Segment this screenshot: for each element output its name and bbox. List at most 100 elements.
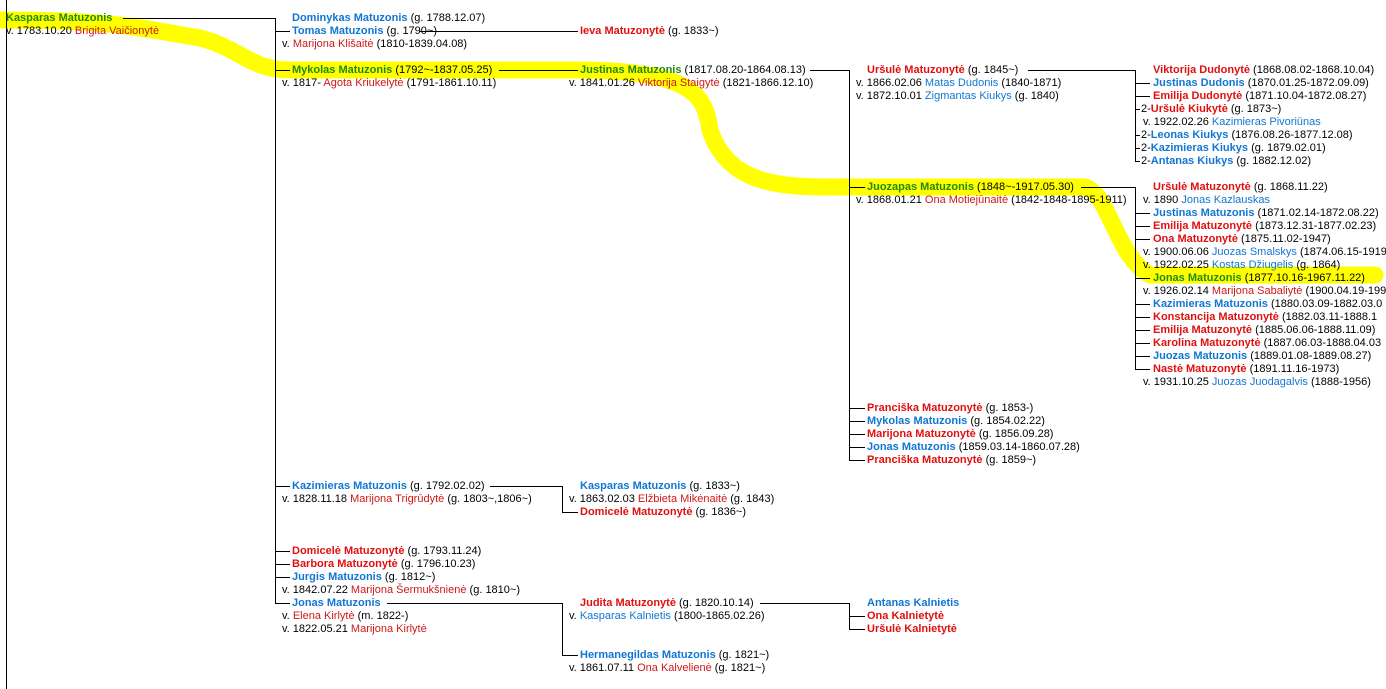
person-row[interactable]: Judita Matuzonytė (g. 1820.10.14) — [580, 597, 754, 610]
person-row[interactable]: Tomas Matuzonis (g. 1790~) — [292, 25, 437, 38]
person-name[interactable]: Hermanegildas Matuzonis — [580, 649, 716, 661]
person-name[interactable]: Juozapas Matuzonis — [867, 181, 974, 193]
person-name[interactable]: Antanas Kiukys — [1150, 155, 1234, 167]
person-name[interactable]: Justinas Matuzonis — [580, 64, 682, 76]
spouse-name[interactable]: Ona Kalvelienė — [637, 662, 712, 674]
spouse-name[interactable]: Matas Dudonis — [924, 77, 999, 89]
person-row[interactable]: Ieva Matuzonytė (g. 1833~) — [580, 25, 718, 38]
person-row[interactable]: Jonas Matuzonis (1877.10.16-1967.11.22) — [1153, 272, 1365, 285]
person-row[interactable]: Justinas Matuzonis (1817.08.20-1864.08.1… — [580, 64, 806, 77]
person-row[interactable]: Justinas Dudonis (1870.01.25-1872.09.09) — [1153, 77, 1369, 90]
spouse-name[interactable]: Elena Kirlytė — [292, 610, 355, 622]
person-name[interactable]: Uršulė Kalnietytė — [867, 623, 957, 635]
person-name[interactable]: Jonas Matuzonis — [292, 597, 381, 609]
person-row[interactable]: Pranciška Matuzonytė (g. 1859~) — [867, 454, 1036, 467]
person-row[interactable]: Konstancija Matuzonytė (1882.03.11-1888.… — [1153, 311, 1377, 324]
person-row[interactable]: Kasparas Matuzonis — [6, 12, 112, 25]
person-name[interactable]: Uršulė Kiukytė — [1150, 103, 1228, 115]
person-name[interactable]: Uršulė Matuzonytė — [867, 64, 965, 76]
person-name[interactable]: Kazimieras Kiukys — [1150, 142, 1248, 154]
person-row[interactable]: Domicelė Matuzonytė (g. 1793.11.24) — [292, 545, 481, 558]
person-name[interactable]: Uršulė Matuzonytė — [1153, 181, 1251, 193]
person-name[interactable]: Emilija Matuzonytė — [1153, 220, 1253, 232]
person-row[interactable]: Barbora Matuzonytė (g. 1796.10.23) — [292, 558, 475, 571]
person-row[interactable]: Emilija Matuzonytė (1885.06.06-1888.11.0… — [1153, 324, 1375, 337]
spouse-name[interactable]: Agota Kriukelytė — [323, 77, 404, 89]
person-name[interactable]: Tomas Matuzonis — [292, 25, 384, 37]
person-name[interactable]: Kasparas Matuzonis — [580, 480, 687, 492]
spouse-name[interactable]: Marijona Trigrūdytė — [350, 493, 445, 505]
person-name[interactable]: Kazimieras Matuzonis — [1153, 298, 1268, 310]
spouse-name[interactable]: Marijona Kirlytė — [350, 623, 427, 635]
person-row[interactable]: Kazimieras Matuzonis (1880.03.09-1882.03… — [1153, 298, 1382, 311]
person-name[interactable]: Justinas Dudonis — [1153, 77, 1245, 89]
spouse-name[interactable]: Kasparas Kalnietis — [579, 610, 671, 622]
person-row[interactable]: Marijona Matuzonytė (g. 1856.09.28) — [867, 428, 1053, 441]
person-row[interactable]: Dominykas Matuzonis (g. 1788.12.07) — [292, 12, 485, 25]
person-name[interactable]: Emilija Dudonytė — [1153, 90, 1243, 102]
person-row[interactable]: Ona Kalnietytė — [867, 610, 944, 623]
person-row[interactable]: 2-Uršulė Kiukytė (g. 1873~) — [1141, 103, 1281, 116]
person-name[interactable]: Juozas Matuzonis — [1153, 350, 1248, 362]
person-name[interactable]: Justinas Matuzonis — [1153, 207, 1255, 219]
person-row[interactable]: Jurgis Matuzonis (g. 1812~) — [292, 571, 435, 584]
person-row[interactable]: Justinas Matuzonis (1871.02.14-1872.08.2… — [1153, 207, 1379, 220]
person-row[interactable]: Uršulė Matuzonytė (g. 1845~) — [867, 64, 1018, 77]
person-row[interactable]: Mykolas Matuzonis (g. 1854.02.22) — [867, 415, 1045, 428]
spouse-name[interactable]: Juozas Smalskys — [1211, 246, 1297, 258]
person-name[interactable]: Jurgis Matuzonis — [292, 571, 382, 583]
person-name[interactable]: Leonas Kiukys — [1150, 129, 1229, 141]
person-name[interactable]: Judita Matuzonytė — [580, 597, 676, 609]
person-row[interactable]: Hermanegildas Matuzonis (g. 1821~) — [580, 649, 769, 662]
person-row[interactable]: Antanas Kalnietis — [867, 597, 959, 610]
person-name[interactable]: Nastė Matuzonytė — [1153, 363, 1247, 375]
person-row[interactable]: 2-Kazimieras Kiukys (g. 1879.02.01) — [1141, 142, 1326, 155]
person-row[interactable]: Nastė Matuzonytė (1891.11.16-1973) — [1153, 363, 1339, 376]
person-name[interactable]: Dominykas Matuzonis — [292, 12, 408, 24]
spouse-name[interactable]: Elžbieta Mikėnaitė — [637, 493, 728, 505]
person-row[interactable]: Domicelė Matuzonytė (g. 1836~) — [580, 506, 746, 519]
person-name[interactable]: Mykolas Matuzonis — [867, 415, 968, 427]
spouse-name[interactable]: Marijona Šermukšnienė — [350, 584, 467, 596]
person-name[interactable]: Jonas Matuzonis — [867, 441, 956, 453]
spouse-name[interactable]: Viktorija Staigytė — [637, 77, 720, 89]
person-name[interactable]: Kasparas Matuzonis — [6, 12, 113, 24]
spouse-name[interactable]: Juozas Juodagalvis — [1211, 376, 1308, 388]
spouse-name[interactable]: Brigita Vaičionytė — [74, 25, 160, 37]
person-name[interactable]: Ieva Matuzonytė — [580, 25, 665, 37]
person-row[interactable]: Karolina Matuzonytė (1887.06.03-1888.04.… — [1153, 337, 1381, 350]
person-row[interactable]: Jonas Matuzonis — [292, 597, 381, 610]
person-row[interactable]: Juozapas Matuzonis (1848~-1917.05.30) — [867, 181, 1074, 194]
spouse-name[interactable]: Ona Motiejūnaitė — [924, 194, 1009, 206]
person-row[interactable]: Viktorija Dudonytė (1868.08.02-1868.10.0… — [1153, 64, 1374, 77]
person-row[interactable]: Uršulė Matuzonytė (g. 1868.11.22) — [1153, 181, 1328, 194]
person-row[interactable]: Ona Matuzonytė (1875.11.02-1947) — [1153, 233, 1331, 246]
spouse-name[interactable]: Kazimieras Pivoriūnas — [1211, 116, 1321, 128]
person-name[interactable]: Konstancija Matuzonytė — [1153, 311, 1279, 323]
person-row[interactable]: Juozas Matuzonis (1889.01.08-1889.08.27) — [1153, 350, 1371, 363]
person-row[interactable]: Uršulė Kalnietytė — [867, 623, 957, 636]
person-name[interactable]: Kazimieras Matuzonis — [292, 480, 407, 492]
person-name[interactable]: Domicelė Matuzonytė — [580, 506, 693, 518]
person-row[interactable]: 2-Leonas Kiukys (1876.08.26-1877.12.08) — [1141, 129, 1353, 142]
person-name[interactable]: Barbora Matuzonytė — [292, 558, 398, 570]
person-name[interactable]: Antanas Kalnietis — [867, 597, 960, 609]
spouse-name[interactable]: Zigmantas Kiukys — [924, 90, 1012, 102]
person-name[interactable]: Viktorija Dudonytė — [1153, 64, 1250, 76]
person-row[interactable]: Emilija Dudonytė (1871.10.04-1872.08.27) — [1153, 90, 1366, 103]
person-row[interactable]: Pranciška Matuzonytė (g. 1853-) — [867, 402, 1033, 415]
person-name[interactable]: Karolina Matuzonytė — [1153, 337, 1261, 349]
person-name[interactable]: Mykolas Matuzonis — [292, 64, 393, 76]
person-row[interactable]: Emilija Matuzonytė (1873.12.31-1877.02.2… — [1153, 220, 1376, 233]
spouse-name[interactable]: Marijona Klišaitė — [292, 38, 374, 50]
person-row[interactable]: 2-Antanas Kiukys (g. 1882.12.02) — [1141, 155, 1311, 168]
person-row[interactable]: Kazimieras Matuzonis (g. 1792.02.02) — [292, 480, 485, 493]
person-name[interactable]: Pranciška Matuzonytė — [867, 454, 983, 466]
person-row[interactable]: Jonas Matuzonis (1859.03.14-1860.07.28) — [867, 441, 1080, 454]
person-name[interactable]: Jonas Matuzonis — [1153, 272, 1242, 284]
person-name[interactable]: Ona Matuzonytė — [1153, 233, 1238, 245]
person-name[interactable]: Domicelė Matuzonytė — [292, 545, 405, 557]
person-name[interactable]: Emilija Matuzonytė — [1153, 324, 1253, 336]
spouse-name[interactable]: Kostas Džiugelis — [1211, 259, 1294, 271]
person-name[interactable]: Ona Kalnietytė — [867, 610, 945, 622]
